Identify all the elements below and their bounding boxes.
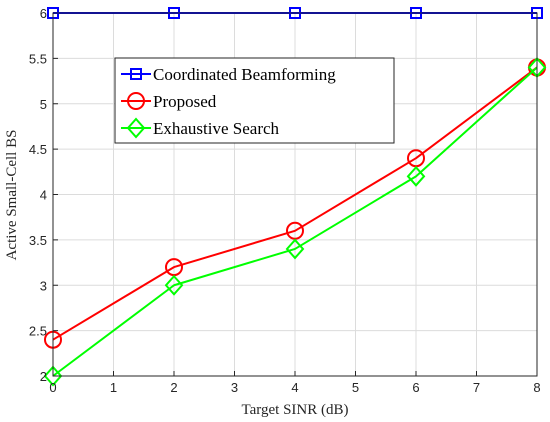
ticks: 0 1 2 3 4 5 6 7 8 2 2.5 3 3.5 4 4.5 5 5.5 6 — [29, 6, 541, 395]
legend-label-proposed: Proposed — [153, 92, 217, 111]
x-tick-label: 3 — [231, 380, 238, 395]
legend-marker-exhaustive-search — [126, 117, 146, 139]
x-tick-label: 4 — [291, 380, 298, 395]
y-tick-label: 5.5 — [29, 51, 47, 66]
series-line-proposed — [52, 66, 538, 341]
x-axis-label: Target SINR (dB) — [242, 402, 349, 418]
y-tick-label: 3 — [40, 278, 47, 293]
x-tick-label: 5 — [352, 380, 359, 395]
y-tick-label: 3.5 — [29, 233, 47, 248]
y-tick-label: 2.5 — [29, 324, 47, 339]
legend-box — [114, 57, 395, 144]
legend-marker-proposed — [127, 92, 145, 110]
y-tick-label: 5 — [40, 97, 47, 112]
y-axis-label: Active Small-Cell BS — [4, 130, 20, 261]
y-tick-label: 4 — [40, 188, 47, 203]
data-point-exhaustive-search — [406, 165, 426, 187]
y-tick-label: 6 — [40, 6, 47, 21]
data-point-exhaustive-search — [43, 365, 63, 387]
y-tick-label: 4.5 — [29, 142, 47, 157]
x-tick-label: 7 — [473, 380, 480, 395]
legend-label-exhaustive-search: Exhaustive Search — [153, 119, 280, 138]
x-tick-label: 8 — [533, 380, 540, 395]
data-point-exhaustive-search — [164, 274, 184, 296]
data-point-exhaustive-search — [285, 238, 305, 260]
legend-label-coordinated-beamforming: Coordinated Beamforming — [153, 65, 336, 84]
series-line-exhaustive-search — [52, 66, 538, 377]
x-tick-label: 0 — [49, 380, 56, 395]
x-tick-label: 1 — [110, 380, 117, 395]
legend-marker-coordinated-beamforming — [130, 68, 142, 80]
x-tick-label: 2 — [170, 380, 177, 395]
legend: Coordinated Beamforming Proposed Exhaustiv… — [114, 57, 395, 144]
y-tick-label: 2 — [40, 369, 47, 384]
x-tick-label: 6 — [412, 380, 419, 395]
series-exhaustive-search — [43, 56, 547, 387]
